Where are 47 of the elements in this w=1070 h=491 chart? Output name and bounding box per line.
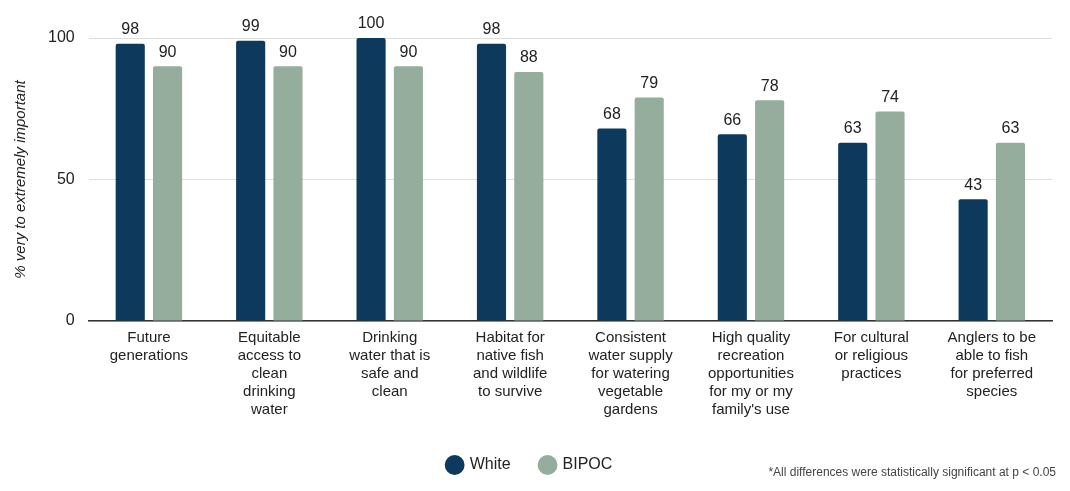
- bar: [393, 66, 423, 321]
- x-tick-label: Consistent water supply for watering vegetable gardens: [587, 328, 674, 418]
- data-label: 100: [357, 14, 385, 32]
- data-label: 98: [121, 20, 140, 38]
- data-label: 98: [482, 20, 501, 38]
- bar: [356, 38, 386, 321]
- y-tick-label: 50: [56, 169, 75, 187]
- x-tick-label: High quality recreation opportunities for my or my family's use: [708, 328, 794, 418]
- legend-label: White: [469, 455, 511, 473]
- bar: [755, 100, 785, 321]
- data-label: 90: [399, 42, 418, 60]
- y-tick-label: 0: [65, 311, 75, 329]
- bar: [476, 43, 507, 321]
- bar: [717, 134, 747, 321]
- bar: [597, 128, 627, 321]
- bar: [153, 66, 183, 321]
- text: *All differences were statistically significant at p < 0.05: [768, 465, 1056, 479]
- x-tick-label: Future generations: [109, 328, 189, 364]
- data-label: 99: [241, 17, 260, 35]
- bar: [838, 142, 868, 321]
- data-label: 88: [519, 48, 538, 66]
- data-label: 79: [640, 73, 659, 91]
- x-tick-label: Anglers to be able to fish for preferred species: [947, 328, 1036, 400]
- bar: [634, 97, 664, 321]
- x-tick-label: Equitable access to clean drinking water: [237, 328, 301, 418]
- data-label: 66: [723, 110, 742, 128]
- bar: [875, 111, 905, 321]
- legend-label: BIPOC: [562, 455, 613, 473]
- data-label: 43: [964, 175, 983, 193]
- data-label: 90: [279, 42, 297, 60]
- bar: [115, 43, 145, 321]
- y-tick-label: 100: [47, 28, 75, 46]
- bar: [273, 66, 303, 321]
- data-label: 63: [843, 119, 862, 137]
- data-label: 90: [158, 42, 177, 60]
- bar: [236, 40, 266, 321]
- data-label: 78: [760, 76, 779, 94]
- bar: [514, 71, 544, 321]
- bar: [958, 199, 988, 321]
- y-axis-title: % very to extremely important: [11, 79, 29, 279]
- x-tick-label: For cultural or religious practices: [833, 328, 909, 382]
- data-label: 68: [602, 104, 621, 122]
- bar: [995, 142, 1026, 321]
- data-label: 63: [1001, 119, 1020, 137]
- x-tick-label: Habitat for native fish and wildlife to survive: [473, 328, 548, 400]
- x-tick-label: Drinking water that is safe and clean: [348, 328, 431, 400]
- data-label: 74: [881, 87, 900, 105]
